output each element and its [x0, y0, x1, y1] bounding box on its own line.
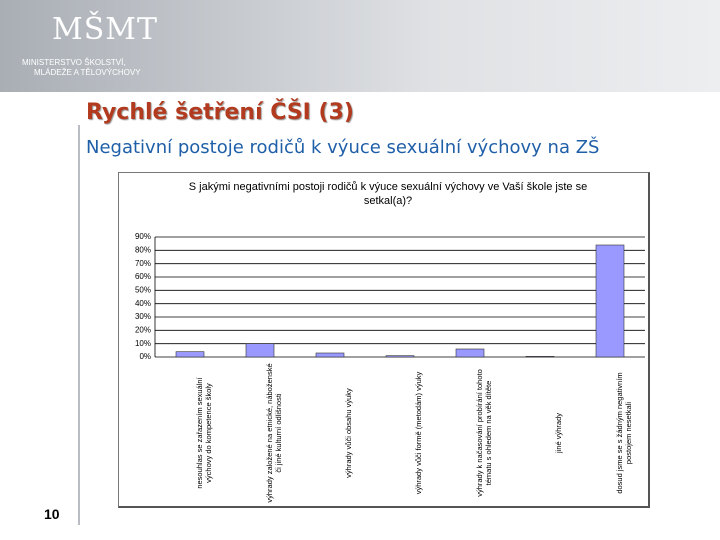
ministry-name: MLÁDEŽE A TĚLOVÝCHOVY [34, 68, 141, 77]
ministry-name: MINISTERSTVO ŠKOLSTVÍ, [22, 58, 126, 67]
y-tick-label: 90% [135, 232, 151, 241]
x-tick-label: nesouhlas se zařazením sexuální výchovy … [195, 377, 213, 489]
y-tick-label: 40% [135, 299, 151, 308]
header-band [0, 0, 720, 92]
divider [78, 125, 80, 525]
bar [525, 356, 555, 358]
chart-title: S jakými negativními postoji rodičů k vý… [188, 181, 588, 207]
bar [315, 352, 345, 358]
bar [245, 343, 275, 358]
slide-subtitle: Negativní postoje rodičů k výuce sexuáln… [86, 137, 600, 158]
page-number: 10 [44, 506, 60, 522]
bar [595, 244, 625, 358]
y-tick-label: 10% [135, 339, 151, 348]
y-tick-label: 60% [135, 272, 151, 281]
slide-title: Rychlé šetření ČŠI (3) [86, 100, 354, 125]
bar [385, 355, 415, 358]
bar [455, 348, 485, 358]
y-tick-label: 80% [135, 245, 151, 254]
y-tick-label: 50% [135, 285, 151, 294]
y-tick-label: 70% [135, 259, 151, 268]
bar [175, 351, 205, 358]
y-tick-label: 20% [135, 325, 151, 334]
x-tick-label: výhrady vůči formě (metodám) výuky [414, 371, 423, 495]
x-tick-label: výhrady k načasování probírání tohoto té… [475, 369, 493, 497]
x-tick-label: jiné výhrady [554, 412, 563, 454]
logo: MŠMT [52, 12, 158, 47]
y-tick-label: 30% [135, 312, 151, 321]
x-tick-label: výhrady vůči obsahu výuky [344, 388, 353, 478]
x-tick-label: výhrady založené na etnické, náboženské … [265, 363, 283, 503]
x-tick-label: dosud jsme se s žádným negativním postoj… [615, 372, 633, 494]
chart-frame [118, 172, 650, 508]
y-tick-label: 0% [139, 352, 151, 361]
